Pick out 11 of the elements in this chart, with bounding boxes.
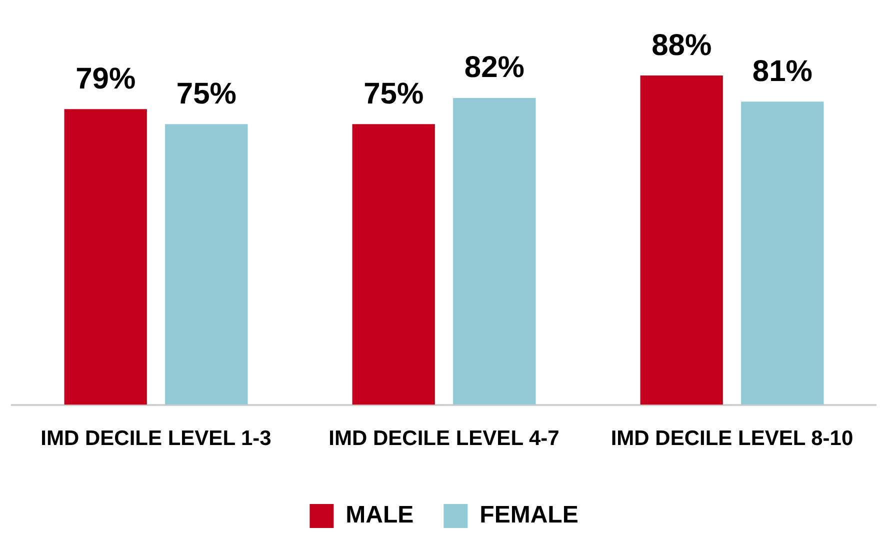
legend-label: MALE <box>346 502 414 529</box>
data-label: 79% <box>76 62 136 96</box>
data-label: 88% <box>652 28 712 62</box>
x-tick-label: IMD DECILE LEVEL 1-3 <box>40 427 272 450</box>
data-label: 82% <box>464 51 524 84</box>
data-label: 75% <box>176 77 236 110</box>
data-label: 81% <box>752 54 812 88</box>
data-label: 75% <box>364 77 424 110</box>
x-tick-label: IMD DECILE LEVEL 4-7 <box>328 427 560 450</box>
x-tick-label: IMD DECILE LEVEL 8-10 <box>610 427 854 450</box>
legend-label: FEMALE <box>480 502 578 529</box>
